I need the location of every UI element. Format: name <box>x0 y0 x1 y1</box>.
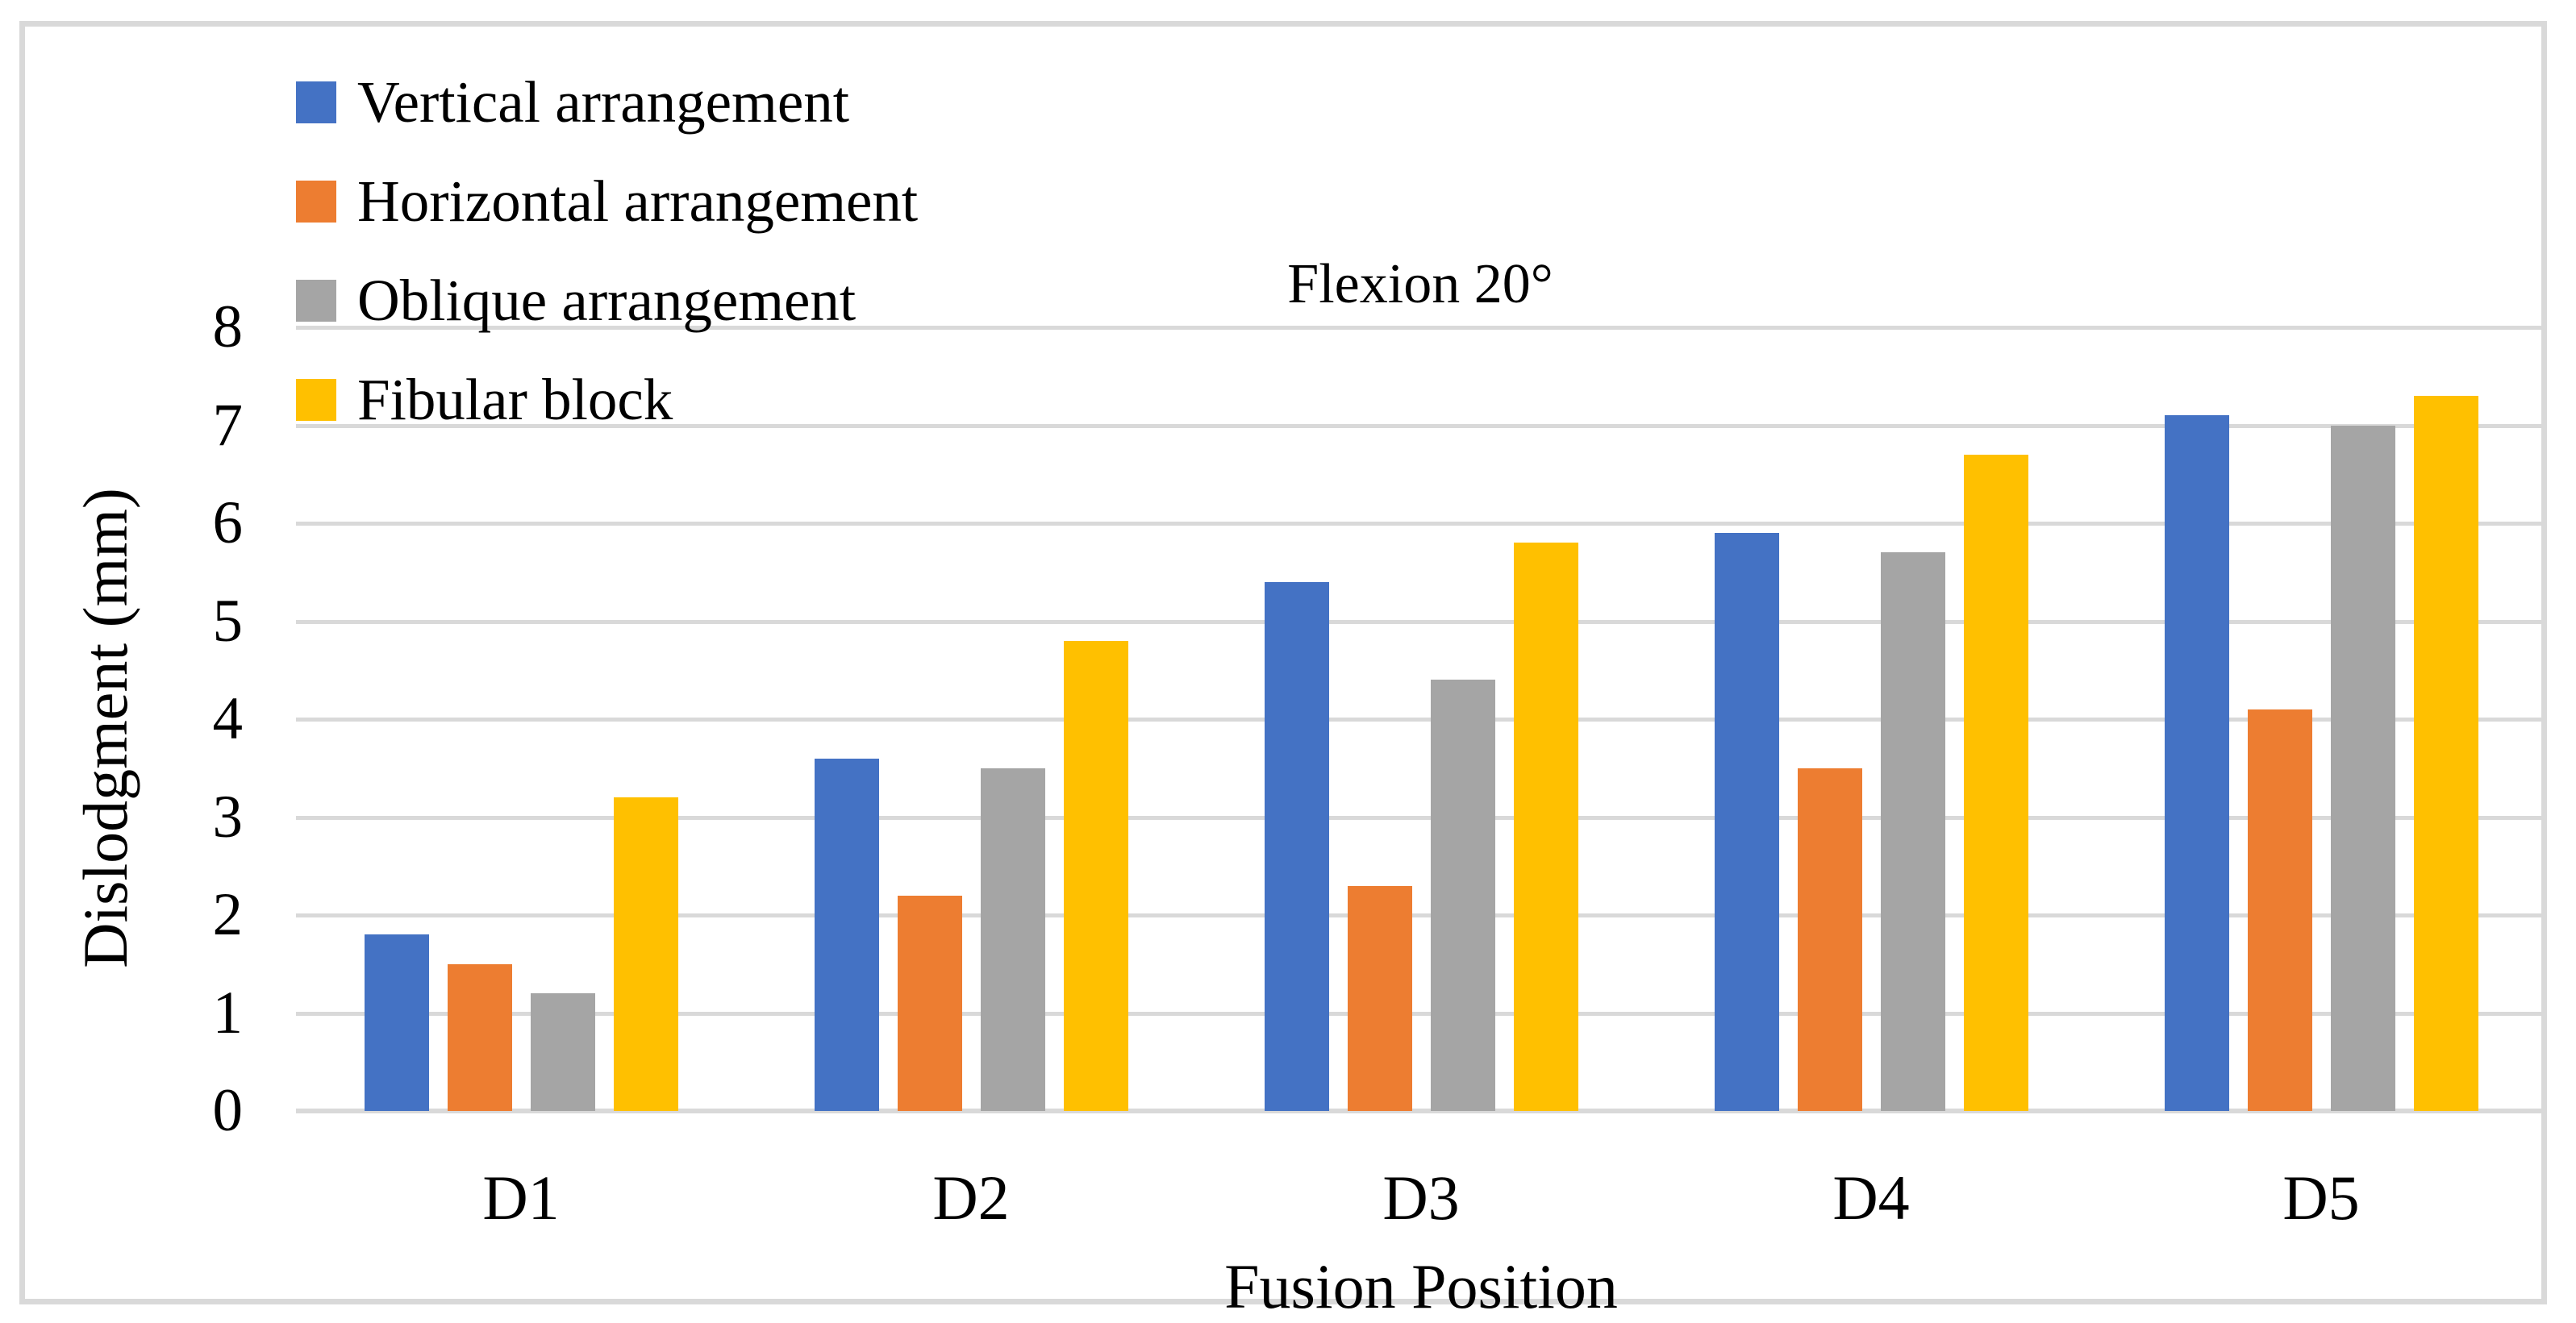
bar-oblique-arrangement-d2 <box>980 768 1045 1111</box>
x-category-label-d2: D2 <box>932 1163 1010 1233</box>
legend-swatch-vertical-arrangement <box>296 81 336 123</box>
legend-swatch-oblique-arrangement <box>296 280 336 322</box>
legend-swatch-fibular-block <box>296 379 336 421</box>
bar-fibular-block-d2 <box>1063 640 1128 1111</box>
bar-horizontal-arrangement-d2 <box>897 895 962 1111</box>
legend-swatch-horizontal-arrangement <box>296 181 336 223</box>
bar-horizontal-arrangement-d5 <box>2247 709 2312 1111</box>
bar-oblique-arrangement-d4 <box>1880 552 1945 1111</box>
legend-item-vertical-arrangement: Vertical arrangement <box>296 62 849 143</box>
bar-fibular-block-d3 <box>1513 543 1578 1111</box>
bar-vertical-arrangement-d5 <box>2164 415 2229 1111</box>
gridline-y-1 <box>296 1011 2546 1016</box>
legend-label-oblique-arrangement: Oblique arrangement <box>357 268 857 333</box>
x-category-label-d3: D3 <box>1382 1163 1460 1233</box>
y-tick-label-4: 4 <box>212 685 244 752</box>
legend-item-horizontal-arrangement: Horizontal arrangement <box>296 161 918 242</box>
plot-area <box>296 326 2546 1113</box>
legend-item-fibular-block: Fibular block <box>296 360 673 440</box>
legend-label-fibular-block: Fibular block <box>357 367 673 432</box>
bar-vertical-arrangement-d4 <box>1714 533 1779 1111</box>
legend-label-vertical-arrangement: Vertical arrangement <box>357 69 850 135</box>
bar-horizontal-arrangement-d1 <box>447 963 512 1111</box>
y-tick-label-7: 7 <box>212 391 244 459</box>
bar-vertical-arrangement-d2 <box>814 758 879 1111</box>
gridline-y-2 <box>296 913 2546 917</box>
x-category-label-d4: D4 <box>1832 1163 1910 1233</box>
chart-title: Flexion 20° <box>1287 253 1553 315</box>
gridline-y-4 <box>296 718 2546 722</box>
y-tick-label-6: 6 <box>212 489 244 556</box>
gridline-y-7 <box>296 423 2546 428</box>
x-category-label-d5: D5 <box>2282 1163 2360 1233</box>
bar-vertical-arrangement-d3 <box>1264 581 1329 1111</box>
y-tick-label-0: 0 <box>212 1077 244 1144</box>
bar-fibular-block-d1 <box>613 797 678 1111</box>
bar-fibular-block-d4 <box>1963 454 2028 1111</box>
bar-fibular-block-d5 <box>2413 396 2478 1111</box>
legend-item-oblique-arrangement: Oblique arrangement <box>296 260 856 341</box>
gridline-y-8 <box>296 326 2546 330</box>
y-tick-label-2: 2 <box>212 881 244 948</box>
y-tick-label-8: 8 <box>212 293 244 360</box>
bar-horizontal-arrangement-d3 <box>1347 885 1412 1111</box>
legend-label-horizontal-arrangement: Horizontal arrangement <box>357 168 919 234</box>
bar-oblique-arrangement-d3 <box>1430 680 1495 1111</box>
x-category-label-d1: D1 <box>482 1163 560 1233</box>
bar-oblique-arrangement-d1 <box>530 993 595 1111</box>
x-axis-title: Fusion Position <box>1224 1251 1618 1321</box>
y-tick-label-3: 3 <box>212 783 244 851</box>
bar-oblique-arrangement-d5 <box>2330 425 2395 1111</box>
bar-horizontal-arrangement-d4 <box>1797 768 1862 1111</box>
bar-vertical-arrangement-d1 <box>364 934 429 1111</box>
x-axis-line <box>296 1109 2546 1113</box>
y-tick-label-1: 1 <box>212 979 244 1046</box>
gridline-y-6 <box>296 522 2546 526</box>
gridline-y-5 <box>296 619 2546 624</box>
gridline-y-3 <box>296 815 2546 820</box>
y-tick-label-5: 5 <box>212 587 244 655</box>
